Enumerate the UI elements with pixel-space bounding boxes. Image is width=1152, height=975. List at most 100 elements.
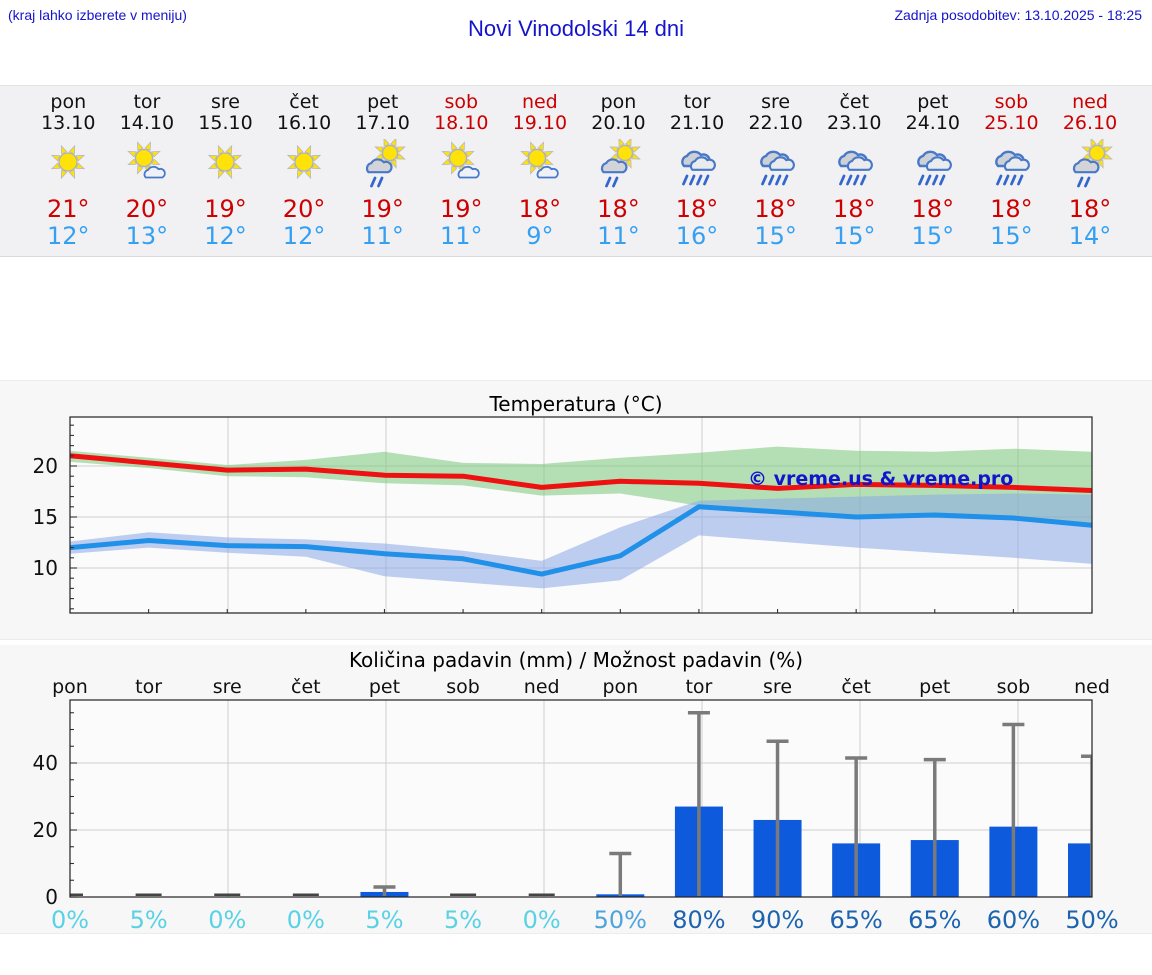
day-low-label: 12° xyxy=(47,222,90,250)
day-date-label: 20.10 xyxy=(591,112,646,134)
day-name-label: sre xyxy=(761,91,791,113)
cloud-shape xyxy=(847,156,874,171)
forecast-day: sob 18.10 19° 11° xyxy=(422,86,501,250)
temperature-chart-title: Temperatura (°C) xyxy=(489,392,663,416)
sun-icon xyxy=(51,144,86,180)
day-low-label: 12° xyxy=(204,222,247,250)
page-title: Novi Vinodolski 14 dni xyxy=(467,16,685,41)
rain-bar-trace xyxy=(450,893,477,896)
day-high-label: 18° xyxy=(597,195,640,223)
day-date-label: 15.10 xyxy=(198,112,253,134)
day-high-label: 19° xyxy=(204,195,247,223)
probability-label: 0% xyxy=(51,906,89,934)
rain-clouds-icon xyxy=(759,150,795,186)
day-icon xyxy=(894,136,973,194)
day-high-label: 18° xyxy=(518,195,562,223)
day-name-label: ned xyxy=(521,91,558,113)
probability-label: 90% xyxy=(751,906,804,934)
svg-text:sre: sre xyxy=(213,676,242,698)
temp-high-line xyxy=(70,453,1092,493)
cloud-shape xyxy=(1004,156,1031,171)
day-icon xyxy=(108,136,187,194)
day-date-label: 26.10 xyxy=(1062,112,1118,134)
day-low-label: 16° xyxy=(675,222,719,250)
day-high-label: 20° xyxy=(282,195,326,223)
day-high-label: 18° xyxy=(911,195,955,223)
day-low-label: 15° xyxy=(832,222,876,250)
forecast-day: pet 17.10 19° 11° xyxy=(343,86,422,250)
rain-drops xyxy=(760,174,789,186)
svg-text:tor: tor xyxy=(135,676,162,698)
svg-text:pon: pon xyxy=(602,676,638,698)
temp-low-line xyxy=(70,504,1092,577)
probability-label: 5% xyxy=(365,906,403,934)
rain-bar-trace xyxy=(214,893,241,896)
day-icon xyxy=(815,136,894,194)
svg-text:pon: pon xyxy=(52,676,88,698)
forecast-day: tor 21.10 18° 16° xyxy=(658,86,737,250)
cloud-shape xyxy=(1072,158,1100,174)
precipitation-chart: pon tor sre čet pet sob ned pon tor sre čet pet sob n… xyxy=(33,676,1119,934)
svg-text:ned: ned xyxy=(524,676,560,698)
svg-text:pet: pet xyxy=(919,676,950,698)
rain-drops xyxy=(917,174,946,186)
cloud-shape xyxy=(457,165,481,179)
day-low-label: 11° xyxy=(361,222,404,250)
day-icon xyxy=(579,136,658,194)
sun-small-cloud-icon xyxy=(520,141,559,179)
cloud-shape xyxy=(143,165,166,179)
sun-small-cloud-icon xyxy=(127,141,166,179)
day-icon xyxy=(343,136,422,194)
forecast-day: ned 26.10 18° 14° xyxy=(1051,86,1130,250)
cloud-shape xyxy=(365,158,393,174)
svg-text:40: 40 xyxy=(33,751,58,775)
rain-bar-trace xyxy=(135,893,162,896)
sun-shape xyxy=(286,144,322,180)
day-high-label: 18° xyxy=(832,195,876,223)
day-low-label: 14° xyxy=(1068,222,1112,250)
sun-shape xyxy=(1081,139,1113,169)
day-high-label: 19° xyxy=(361,195,404,223)
watermark-text: © vreme.us & vreme.pro xyxy=(748,468,1014,490)
svg-text:sob: sob xyxy=(997,676,1031,698)
day-date-label: 18.10 xyxy=(434,112,489,134)
probability-label: 65% xyxy=(908,906,961,934)
day-date-label: 17.10 xyxy=(355,112,410,134)
day-name-label: sre xyxy=(210,91,240,113)
svg-text:čet: čet xyxy=(841,676,871,698)
probability-label: 80% xyxy=(672,906,725,934)
forecast-day: sre 15.10 19° 12° xyxy=(186,86,265,250)
rain-bar xyxy=(1068,843,1092,897)
sun-small-cloud-icon xyxy=(441,141,481,179)
svg-text:ned: ned xyxy=(1074,676,1110,698)
day-icon xyxy=(1051,136,1130,194)
temp-y-labels: 10 15 20 xyxy=(33,454,58,580)
forecast-day: pon 20.10 18° 11° xyxy=(579,86,658,250)
sun-shape xyxy=(208,144,243,180)
day-date-label: 19.10 xyxy=(512,112,568,134)
sun-shape xyxy=(520,141,554,175)
day-icon xyxy=(501,136,580,194)
day-date-label: 22.10 xyxy=(748,112,803,134)
forecast-day: pon 13.10 21° 12° xyxy=(29,86,108,250)
forecast-day: čet 23.10 18° 15° xyxy=(815,86,894,250)
svg-text:čet: čet xyxy=(291,676,321,698)
day-high-label: 20° xyxy=(125,195,169,223)
day-high-label: 18° xyxy=(754,195,797,223)
day-high-label: 18° xyxy=(1068,195,1112,223)
rain-drops xyxy=(839,174,867,186)
temperature-chart: 10 15 20 xyxy=(33,416,1093,614)
precip-axis-ticks xyxy=(70,712,77,898)
cloud-shape xyxy=(689,156,716,171)
day-name-label: tor xyxy=(133,91,161,113)
day-icon xyxy=(265,136,344,194)
day-low-label: 9° xyxy=(526,222,554,250)
day-date-label: 25.10 xyxy=(984,112,1039,134)
day-date-label: 21.10 xyxy=(669,112,725,134)
day-name-label: tor xyxy=(683,91,711,113)
day-high-label: 19° xyxy=(439,195,483,223)
probability-label: 5% xyxy=(444,906,482,934)
day-high-label: 18° xyxy=(675,195,719,223)
sun-icon xyxy=(286,144,322,180)
probability-label: 0% xyxy=(287,906,325,934)
